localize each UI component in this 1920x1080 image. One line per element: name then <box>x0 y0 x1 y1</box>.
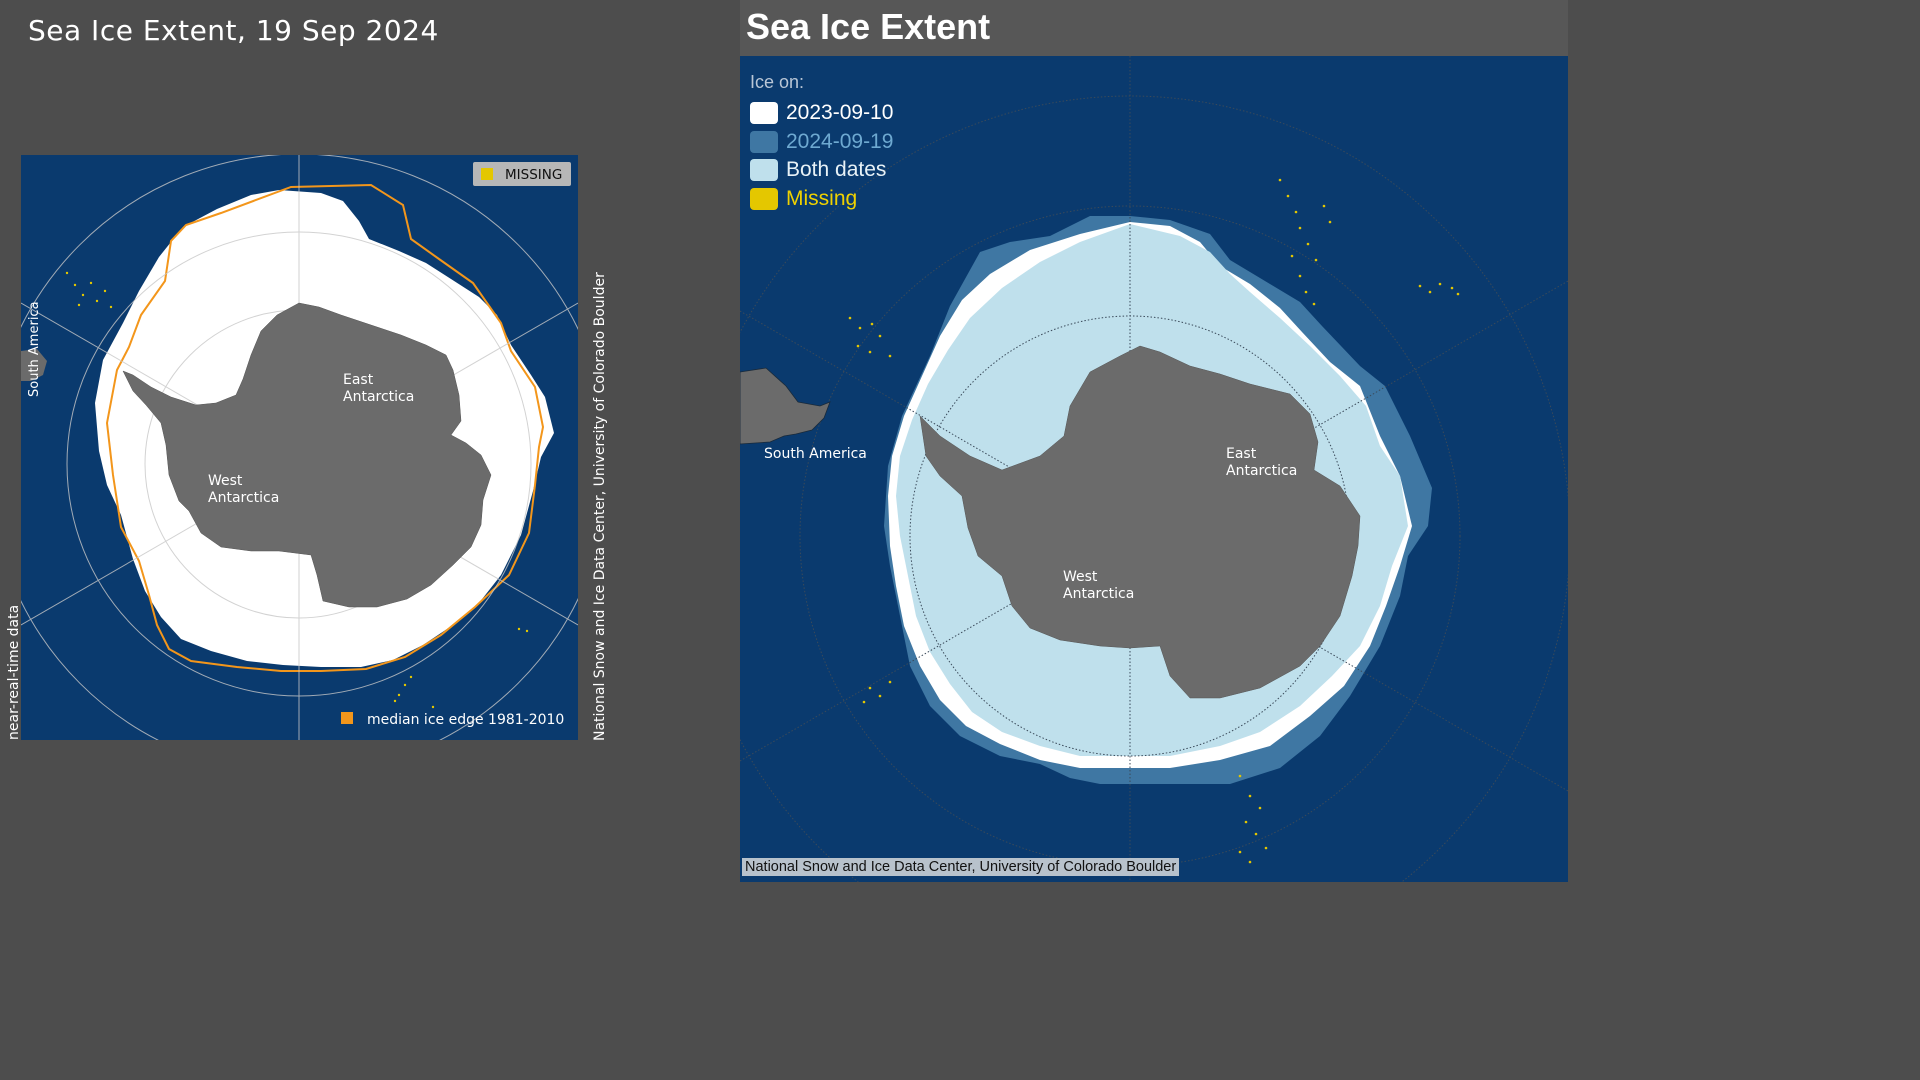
median-label: median ice edge 1981-2010 <box>367 712 564 728</box>
missing-swatch <box>481 168 493 180</box>
south-america-landmass <box>740 367 831 445</box>
right-map-title: Sea Ice Extent <box>746 6 991 47</box>
right-header: Sea Ice Extent <box>740 0 1568 56</box>
south-america-label: South America <box>27 301 42 397</box>
west-antarctica-label-1: West <box>1063 569 1098 585</box>
legend-swatch-2023 <box>750 102 778 125</box>
legend-item-2024: 2024-09-19 <box>750 128 893 157</box>
missing-data-dots <box>65 271 529 709</box>
right-legend: Ice on: 2023-09-10 2024-09-19 Both dates… <box>750 72 893 213</box>
legend-label-both: Both dates <box>786 158 887 182</box>
right-sea-ice-map: South America East Antarctica West Antar… <box>740 56 1568 882</box>
legend-swatch-2024 <box>750 130 778 153</box>
antarctica-landmass <box>122 302 492 608</box>
south-america-label: South America <box>764 446 867 462</box>
south-america-landmass <box>21 349 47 381</box>
left-sea-ice-map: MISSING median ice edge 1981-2010 East A… <box>21 155 578 740</box>
legend-label-2024: 2024-09-19 <box>786 129 894 153</box>
west-antarctica-label-2: Antarctica <box>1063 586 1134 602</box>
left-map-title: Sea Ice Extent, 19 Sep 2024 <box>28 14 439 47</box>
near-real-time-label: near-real-time data <box>6 604 22 740</box>
median-legend: median ice edge 1981-2010 <box>341 712 564 728</box>
west-antarctica-label-2: Antarctica <box>208 490 279 506</box>
legend-item-both: Both dates <box>750 156 893 185</box>
left-credit: National Snow and Ice Data Center, Unive… <box>592 272 608 741</box>
east-antarctica-label-2: Antarctica <box>343 389 414 405</box>
antarctica-landmass <box>919 345 1361 699</box>
median-swatch <box>341 712 353 724</box>
legend-heading: Ice on: <box>750 72 805 92</box>
left-panel: Sea Ice Extent, 19 Sep 2024 <box>0 0 740 882</box>
right-credit: National Snow and Ice Data Center, Unive… <box>742 858 1180 876</box>
legend-label-2023: 2023-09-10 <box>786 101 894 125</box>
east-antarctica-label-2: Antarctica <box>1226 463 1297 479</box>
missing-legend: MISSING <box>473 162 571 186</box>
legend-label-missing: Missing <box>786 186 858 210</box>
missing-data-dots <box>848 178 1460 864</box>
legend-swatch-both <box>750 159 778 182</box>
legend-swatch-missing <box>750 187 778 210</box>
east-antarctica-label-1: East <box>343 372 374 388</box>
missing-label: MISSING <box>505 167 562 183</box>
legend-item-missing: Missing <box>750 185 893 214</box>
west-antarctica-label-1: West <box>208 473 243 489</box>
legend-item-2023: 2023-09-10 <box>750 99 893 128</box>
right-panel: Sea Ice Extent <box>740 0 1568 882</box>
median-ice-edge <box>105 183 545 672</box>
east-antarctica-label-1: East <box>1226 446 1257 462</box>
